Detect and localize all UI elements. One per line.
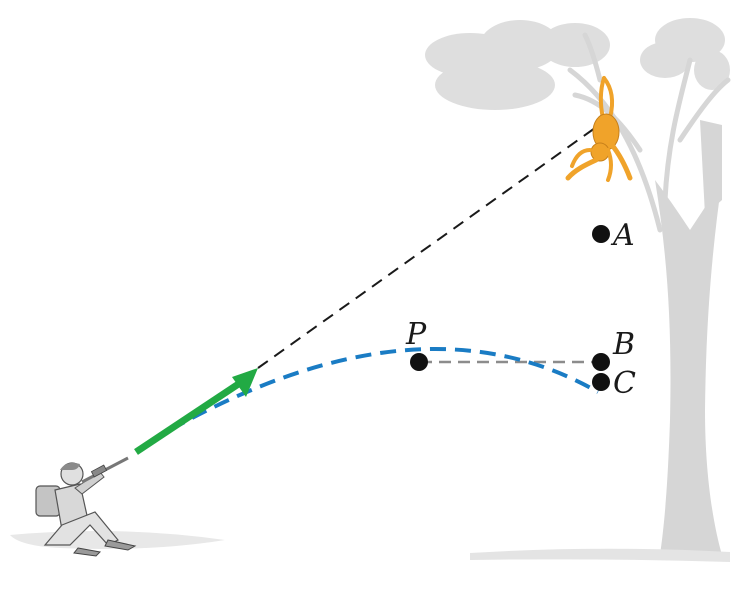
tree-icon — [425, 18, 731, 562]
velocity-arrow-icon — [134, 368, 258, 455]
point-c-dot — [592, 373, 610, 391]
point-a-label: A — [610, 218, 635, 253]
point-markers — [410, 225, 610, 391]
point-b-dot — [592, 353, 610, 371]
point-a-dot — [592, 225, 610, 243]
hunter-icon — [35, 456, 137, 557]
sight-line — [257, 127, 596, 369]
point-p-label: P — [405, 317, 427, 352]
monkey-icon — [565, 76, 633, 182]
point-b-label: B — [612, 327, 635, 362]
point-p-dot — [410, 353, 428, 371]
point-c-label: C — [613, 366, 636, 401]
